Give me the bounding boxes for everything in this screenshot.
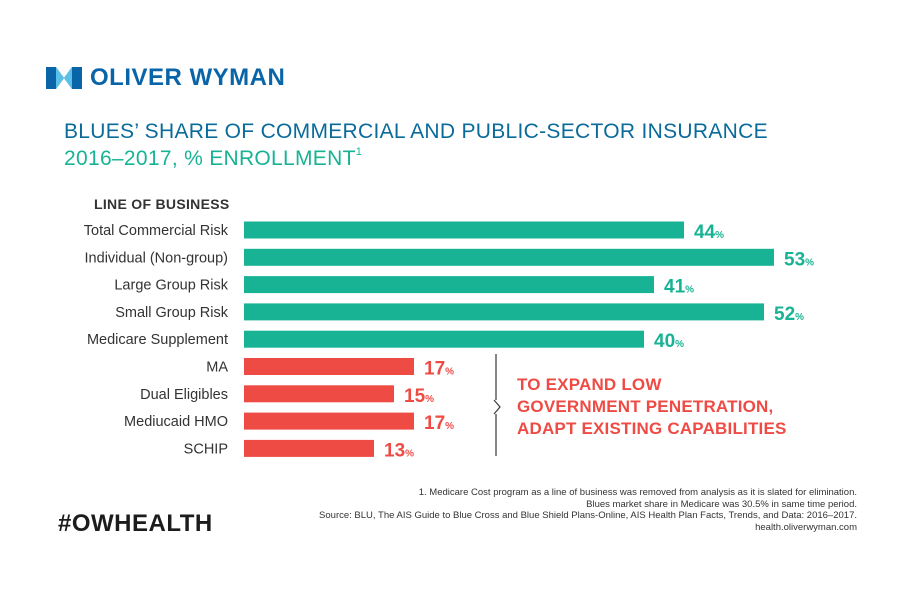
hashtag: #OWHEALTH (58, 510, 213, 537)
bar-commercial (244, 303, 764, 321)
bar-commercial (244, 248, 774, 266)
data-label: 15% (404, 386, 434, 407)
bar-public (244, 385, 394, 403)
category-label: Individual (Non-group) (85, 250, 228, 266)
bar-public (244, 412, 414, 430)
data-label: 13% (384, 440, 414, 461)
annotation-line: GOVERNMENT PENETRATION, (517, 397, 774, 416)
category-label: Total Commercial Risk (84, 223, 229, 239)
footnote-line: 1. Medicare Cost program as a line of bu… (418, 487, 857, 498)
category-label: SCHIP (184, 441, 228, 457)
brand-logo: OLIVER WYMAN (46, 64, 285, 92)
annotation-line: TO EXPAND LOW (517, 375, 662, 394)
data-label: 53% (784, 249, 814, 270)
category-label: Mediucaid HMO (124, 414, 228, 430)
source-url: health.oliverwyman.com (755, 521, 857, 533)
bar-public (244, 439, 374, 457)
data-label: 41% (664, 277, 694, 298)
oliver-wyman-logo-icon (46, 67, 82, 89)
footnotes: 1. Medicare Cost program as a line of bu… (319, 487, 857, 533)
brand-name: OLIVER WYMAN (90, 64, 286, 91)
category-label: MA (206, 360, 228, 376)
chart-title: BLUES’ SHARE OF COMMERCIAL AND PUBLIC-SE… (64, 120, 768, 143)
bar-commercial (244, 221, 684, 239)
chart-subtitle: 2016–2017, % ENROLLMENT1 (64, 146, 363, 171)
category-label: Small Group Risk (115, 305, 229, 321)
bar-commercial (244, 276, 654, 294)
data-label: 52% (774, 304, 804, 325)
bar-commercial (244, 330, 644, 348)
footnote-line: Source: BLU, The AIS Guide to Blue Cross… (319, 510, 857, 521)
category-label: Medicare Supplement (87, 332, 228, 348)
chart-subtitle-text: 2016–2017, % ENROLLMENT (64, 147, 356, 170)
category-label: Large Group Risk (114, 278, 228, 294)
data-label: 17% (424, 413, 454, 434)
category-label: Dual Eligibles (140, 387, 228, 403)
footnote-line: Blues market share in Medicare was 30.5%… (586, 498, 857, 510)
annotation-text: TO EXPAND LOW GOVERNMENT PENETRATION, AD… (517, 374, 787, 440)
annotation-line: ADAPT EXISTING CAPABILITIES (517, 419, 787, 438)
data-label: 17% (424, 359, 454, 380)
footnote-marker: 1 (355, 146, 363, 158)
category-header: LINE OF BUSINESS (94, 196, 230, 212)
bracket-arrow-icon (493, 399, 501, 415)
data-label: 44% (694, 222, 724, 243)
data-label: 40% (654, 331, 684, 352)
bar-public (244, 358, 414, 375)
